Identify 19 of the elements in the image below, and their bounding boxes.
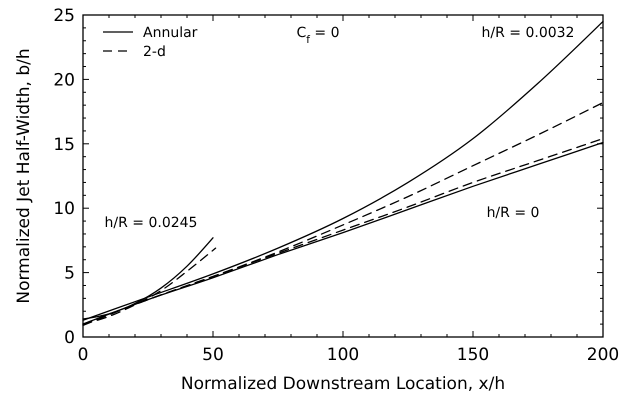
x-tick-label: 50	[202, 345, 224, 365]
y-tick-label: 20	[53, 70, 75, 90]
annotation: h/R = 0.0032	[482, 25, 574, 41]
x-tick-label: 200	[586, 345, 620, 365]
legend-label: 2-d	[143, 44, 166, 60]
y-tick-label: 0	[64, 328, 75, 348]
annotation: C$_{f}$ = 0	[296, 25, 340, 46]
y-axis-title: Normalized Jet Half-Width, b/h	[14, 48, 34, 304]
annotation: h/R = 0.0245	[104, 215, 198, 231]
y-tick-label: 25	[53, 6, 75, 26]
y-tick-label: 10	[53, 199, 75, 220]
legend-label: Annular	[143, 25, 198, 41]
x-tick-label: 0	[78, 345, 88, 365]
x-tick-label: 150	[456, 345, 490, 365]
annotation: h/R = 0	[486, 205, 540, 221]
x-axis-title: Normalized Downstream Location, x/h	[180, 374, 506, 394]
y-tick-label: 15	[53, 134, 75, 155]
x-tick-label: 100	[326, 345, 360, 365]
y-tick-label: 5	[64, 264, 75, 284]
